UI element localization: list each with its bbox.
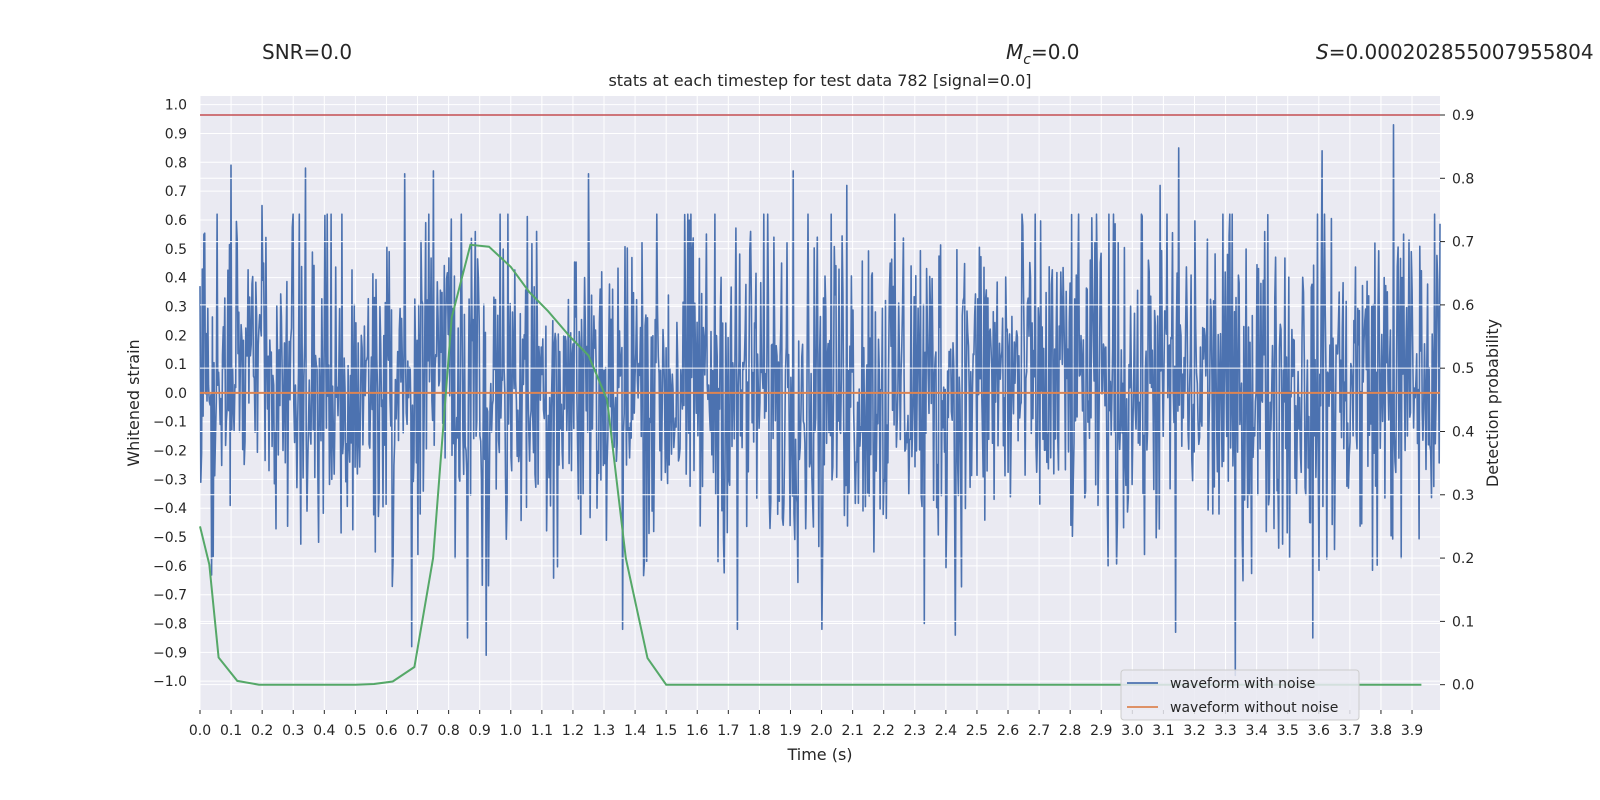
y-tick-label: −0.4 xyxy=(153,501,187,517)
y2-tick-label: 0.8 xyxy=(1452,171,1474,187)
x-tick-label: 1.1 xyxy=(531,723,553,739)
x-axis-label: Time (s) xyxy=(786,745,852,764)
snr-value: 0.0 xyxy=(320,40,353,64)
y2-tick-label: 0.3 xyxy=(1452,488,1474,504)
x-tick-label: 1.7 xyxy=(717,723,739,739)
y2-tick-label: 0.4 xyxy=(1452,424,1474,440)
x-tick-label: 2.6 xyxy=(997,723,1019,739)
snr-header: SNR=0.0 xyxy=(262,40,352,64)
legend: waveform with noise waveform without nois… xyxy=(1120,669,1360,721)
x-tick-label: 2.1 xyxy=(841,723,863,739)
y2-tick-label: 0.0 xyxy=(1452,678,1474,694)
y-tick-label: 0.4 xyxy=(165,271,187,287)
x-tick-label: 2.5 xyxy=(966,723,988,739)
y-tick-label: −0.8 xyxy=(153,617,187,633)
x-tick-label: 1.8 xyxy=(748,723,770,739)
y2-tick-label: 0.9 xyxy=(1452,108,1474,124)
mc-subscript: c xyxy=(1023,52,1031,68)
x-tick-label: 1.4 xyxy=(624,723,646,739)
s-value: =0.000202855007955804 xyxy=(1328,40,1594,64)
y2-tick-label: 0.5 xyxy=(1452,361,1474,377)
x-tick-label: 3.1 xyxy=(1152,723,1174,739)
x-tick-label: 2.0 xyxy=(810,723,832,739)
y-tick-label: 0.0 xyxy=(165,386,187,402)
x-tick-label: 0.4 xyxy=(313,723,335,739)
x-tick-label: 2.8 xyxy=(1059,723,1081,739)
y-tick-label: −0.7 xyxy=(153,588,187,604)
y-tick-label: 0.1 xyxy=(165,357,187,373)
x-tick-label: 3.2 xyxy=(1183,723,1205,739)
x-tick-label: 1.9 xyxy=(779,723,801,739)
x-tick-label: 3.7 xyxy=(1339,723,1361,739)
y2-tick-label: 0.1 xyxy=(1452,614,1474,630)
x-tick-label: 3.3 xyxy=(1214,723,1236,739)
legend-box xyxy=(1120,669,1360,721)
mc-symbol: M xyxy=(1006,40,1024,64)
x-tick-label: 2.9 xyxy=(1090,723,1112,739)
x-tick-label: 3.0 xyxy=(1121,723,1143,739)
chirp-mass-header: Mc=0.0 xyxy=(1006,40,1080,68)
s-header: S=0.000202855007955804 xyxy=(1316,40,1594,64)
x-tick-label: 3.8 xyxy=(1370,723,1392,739)
y-tick-label: −0.1 xyxy=(153,415,187,431)
y-axis-label: Whitened strain xyxy=(124,339,143,466)
x-tick-label: 0.9 xyxy=(469,723,491,739)
y-tick-label: −0.5 xyxy=(153,530,187,546)
y2-tick-label: 0.2 xyxy=(1452,551,1474,567)
legend-label: waveform with noise xyxy=(1170,676,1315,692)
s-symbol: S xyxy=(1316,40,1329,64)
x-tick-label: 0.7 xyxy=(406,723,428,739)
series-waveform-with-noise xyxy=(199,124,1441,677)
x-tick-label: 1.3 xyxy=(593,723,615,739)
x-tick-label: 3.9 xyxy=(1401,723,1423,739)
x-tick-label: 3.6 xyxy=(1308,723,1330,739)
y-tick-label: 0.5 xyxy=(165,242,187,258)
y2-tick-label: 0.7 xyxy=(1452,235,1474,251)
x-tick-label: 1.5 xyxy=(655,723,677,739)
y-tick-label: 0.3 xyxy=(165,299,187,315)
y-tick-label: 0.2 xyxy=(165,328,187,344)
y-tick-label: 0.9 xyxy=(165,126,187,142)
x-tick-label: 2.4 xyxy=(935,723,957,739)
x-tick-label: 1.2 xyxy=(562,723,584,739)
x-tick-label: 0.0 xyxy=(189,723,211,739)
y-tick-label: −1.0 xyxy=(153,674,187,690)
y-tick-label: −0.3 xyxy=(153,472,187,488)
x-tick-label: 1.0 xyxy=(500,723,522,739)
y-tick-label: 0.8 xyxy=(165,155,187,171)
x-tick-label: 0.5 xyxy=(344,723,366,739)
x-tick-label: 2.3 xyxy=(904,723,926,739)
y-tick-label: 0.7 xyxy=(165,184,187,200)
x-tick-label: 0.2 xyxy=(251,723,273,739)
x-tick-label: 3.4 xyxy=(1246,723,1268,739)
y-tick-label: 0.6 xyxy=(165,213,187,229)
mc-value: =0.0 xyxy=(1030,40,1080,64)
y-tick-label: 1.0 xyxy=(165,98,187,114)
x-tick-label: 0.8 xyxy=(437,723,459,739)
chart-title: stats at each timestep for test data 782… xyxy=(608,71,1032,90)
series-detection-probability xyxy=(199,243,1422,686)
y2-axis-label: Detection probability xyxy=(1483,319,1502,487)
y-tick-label: −0.6 xyxy=(153,559,187,575)
y-tick-label: −0.9 xyxy=(153,645,187,661)
x-tick-label: 0.3 xyxy=(282,723,304,739)
snr-label: SNR= xyxy=(262,40,321,64)
y2-tick-label: 0.6 xyxy=(1452,298,1474,314)
x-tick-label: 3.5 xyxy=(1277,723,1299,739)
x-tick-label: 2.2 xyxy=(873,723,895,739)
x-tick-label: 2.7 xyxy=(1028,723,1050,739)
legend-label: waveform without noise xyxy=(1170,700,1338,716)
x-tick-label: 0.6 xyxy=(375,723,397,739)
x-tick-label: 0.1 xyxy=(220,723,242,739)
y-tick-label: −0.2 xyxy=(153,444,187,460)
x-tick-label: 1.6 xyxy=(686,723,708,739)
